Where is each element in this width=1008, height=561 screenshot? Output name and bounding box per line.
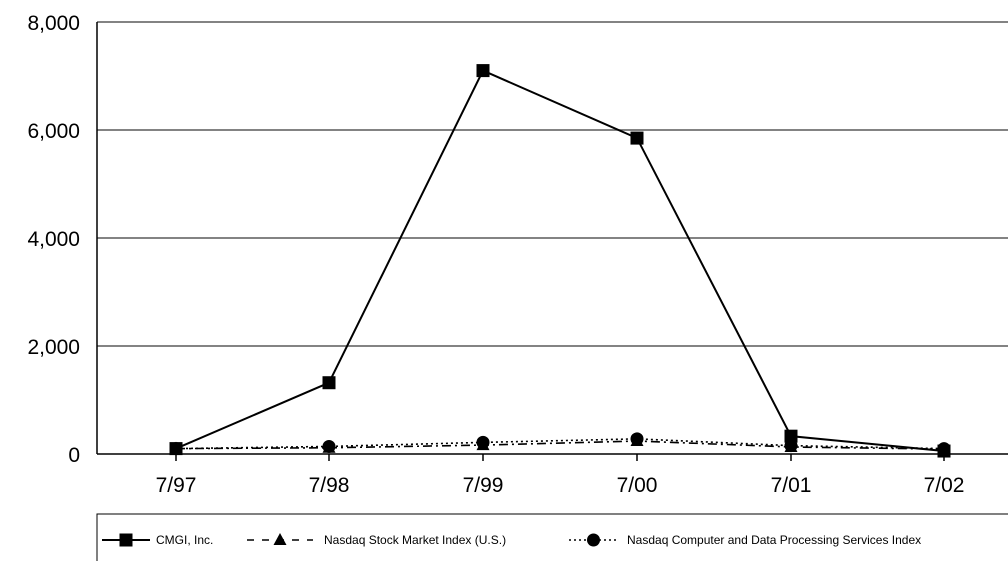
legend-box xyxy=(96,513,1008,561)
x-tick-label: 7/98 xyxy=(309,474,350,497)
point-nasdaq-stock-market-index-u-s xyxy=(476,438,490,451)
point-cmgi-inc xyxy=(322,376,336,390)
y-tick-label: 4,000 xyxy=(27,228,80,251)
y-tick-label: 0 xyxy=(68,444,80,467)
legend-marker-nasdaq-stock-market-index-u-s xyxy=(273,533,287,545)
x-tick-label: 7/02 xyxy=(924,474,965,497)
legend-label-cmgi-inc: CMGI, Inc. xyxy=(156,533,213,547)
series-lines xyxy=(175,69,945,453)
y-tick-labels: 0 2,000 4,000 6,000 8,000 xyxy=(27,12,80,467)
legend-label-nasdaq-computer-and-data-processing-services-index: Nasdaq Computer and Data Processing Serv… xyxy=(627,533,921,547)
y-tick-label: 8,000 xyxy=(27,12,80,35)
x-tick-label: 7/00 xyxy=(617,474,658,497)
grid-lines xyxy=(97,21,1008,347)
point-nasdaq-stock-market-index-u-s xyxy=(784,439,798,452)
series-line-cmgi-inc xyxy=(175,69,945,453)
point-cmgi-inc xyxy=(476,64,490,78)
x-tick-label: 7/97 xyxy=(156,474,197,497)
legend-label-nasdaq-stock-market-index-u-s: Nasdaq Stock Market Index (U.S.) xyxy=(324,533,506,547)
series-line-nasdaq-computer-and-data-processing-services-index xyxy=(175,438,945,450)
point-cmgi-inc xyxy=(169,442,183,456)
point-nasdaq-stock-market-index-u-s xyxy=(630,434,644,447)
legend-items: CMGI, Inc. Nasdaq Stock Market Index (U.S… xyxy=(102,533,921,547)
series-line-nasdaq-stock-market-index-u-s xyxy=(175,440,945,450)
legend: CMGI, Inc. Nasdaq Stock Market Index (U.S… xyxy=(96,513,1008,561)
point-cmgi-inc xyxy=(630,131,644,145)
legend-marker-cmgi-inc xyxy=(119,533,133,547)
x-tick-labels: 7/97 7/98 7/99 7/00 7/01 7/02 xyxy=(156,454,965,497)
point-cmgi-inc xyxy=(937,444,951,458)
axes xyxy=(96,22,1008,455)
y-tick-label: 6,000 xyxy=(27,120,80,143)
y-tick-label: 2,000 xyxy=(27,336,80,359)
x-tick-label: 7/99 xyxy=(463,474,504,497)
x-tick-label: 7/01 xyxy=(771,474,812,497)
point-nasdaq-stock-market-index-u-s xyxy=(322,440,336,453)
series-markers xyxy=(169,64,951,458)
legend-marker-nasdaq-computer-and-data-processing-services-index xyxy=(587,533,600,547)
point-cmgi-inc xyxy=(784,429,798,443)
